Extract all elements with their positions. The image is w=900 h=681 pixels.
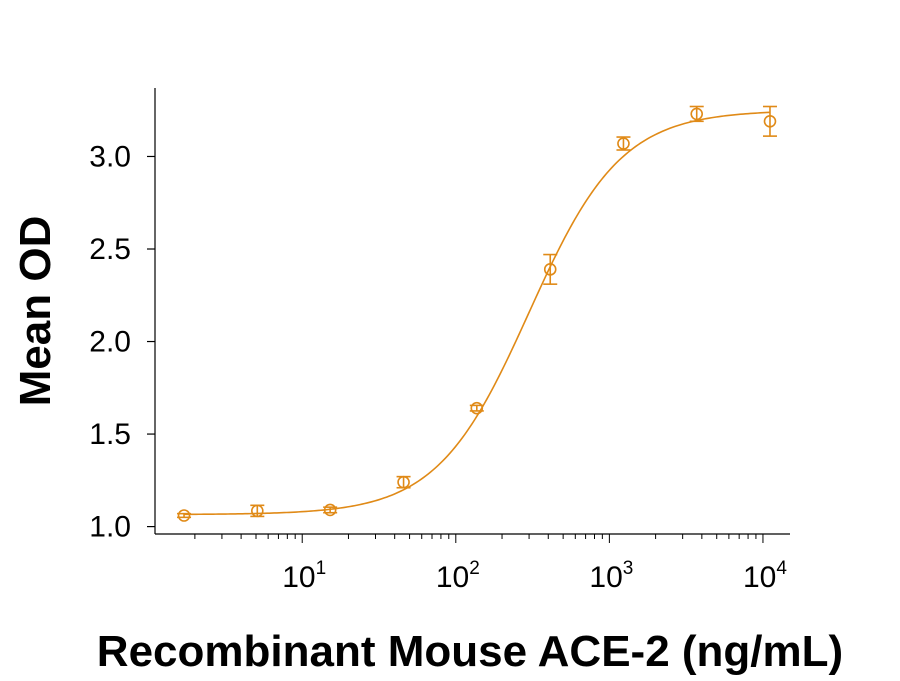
data-point bbox=[616, 136, 631, 151]
x-tick-label-exponent: 4 bbox=[776, 558, 787, 579]
data-points bbox=[177, 105, 777, 522]
data-point bbox=[250, 504, 265, 518]
x-tick-label: 104 bbox=[743, 558, 787, 594]
data-marker bbox=[763, 115, 777, 128]
data-marker bbox=[323, 503, 337, 517]
data-marker bbox=[251, 504, 264, 518]
y-axis-title: Mean OD bbox=[11, 216, 60, 407]
x-tick-label: 102 bbox=[436, 558, 480, 594]
data-marker bbox=[397, 475, 410, 489]
x-ticks: 101 102 103 104 bbox=[194, 534, 787, 594]
y-tick-label: 3.0 bbox=[89, 140, 131, 173]
x-tick-label-base: 10 bbox=[743, 561, 776, 594]
x-tick-label-base: 10 bbox=[436, 561, 469, 594]
data-marker bbox=[690, 107, 704, 121]
x-tick-label-base: 10 bbox=[282, 561, 315, 594]
fit-curve bbox=[184, 111, 771, 516]
data-marker bbox=[470, 401, 484, 415]
data-marker bbox=[617, 137, 630, 150]
x-tick-label-exponent: 2 bbox=[469, 558, 480, 579]
x-axis-title: Recombinant Mouse ACE-2 (ng/mL) bbox=[97, 627, 843, 676]
y-tick-label: 1.5 bbox=[89, 418, 131, 451]
x-tick-label-exponent: 3 bbox=[623, 558, 634, 579]
x-tick-label: 103 bbox=[589, 558, 633, 594]
data-point bbox=[762, 105, 777, 137]
x-tick-label: 101 bbox=[282, 558, 326, 594]
data-point bbox=[469, 401, 484, 415]
data-point bbox=[543, 253, 558, 285]
y-ticks: 1.0 1.5 2.0 2.5 3.0 bbox=[89, 140, 155, 544]
y-tick-label: 1.0 bbox=[89, 511, 131, 544]
data-point bbox=[689, 105, 704, 123]
data-point bbox=[177, 509, 192, 522]
data-marker bbox=[177, 509, 191, 522]
data-marker bbox=[543, 263, 557, 276]
y-tick-label: 2.0 bbox=[89, 326, 131, 359]
x-tick-label-exponent: 1 bbox=[316, 558, 327, 579]
data-point bbox=[396, 475, 411, 489]
y-tick-label: 2.5 bbox=[89, 233, 131, 266]
data-point bbox=[323, 503, 338, 517]
x-tick-label-base: 10 bbox=[589, 561, 622, 594]
